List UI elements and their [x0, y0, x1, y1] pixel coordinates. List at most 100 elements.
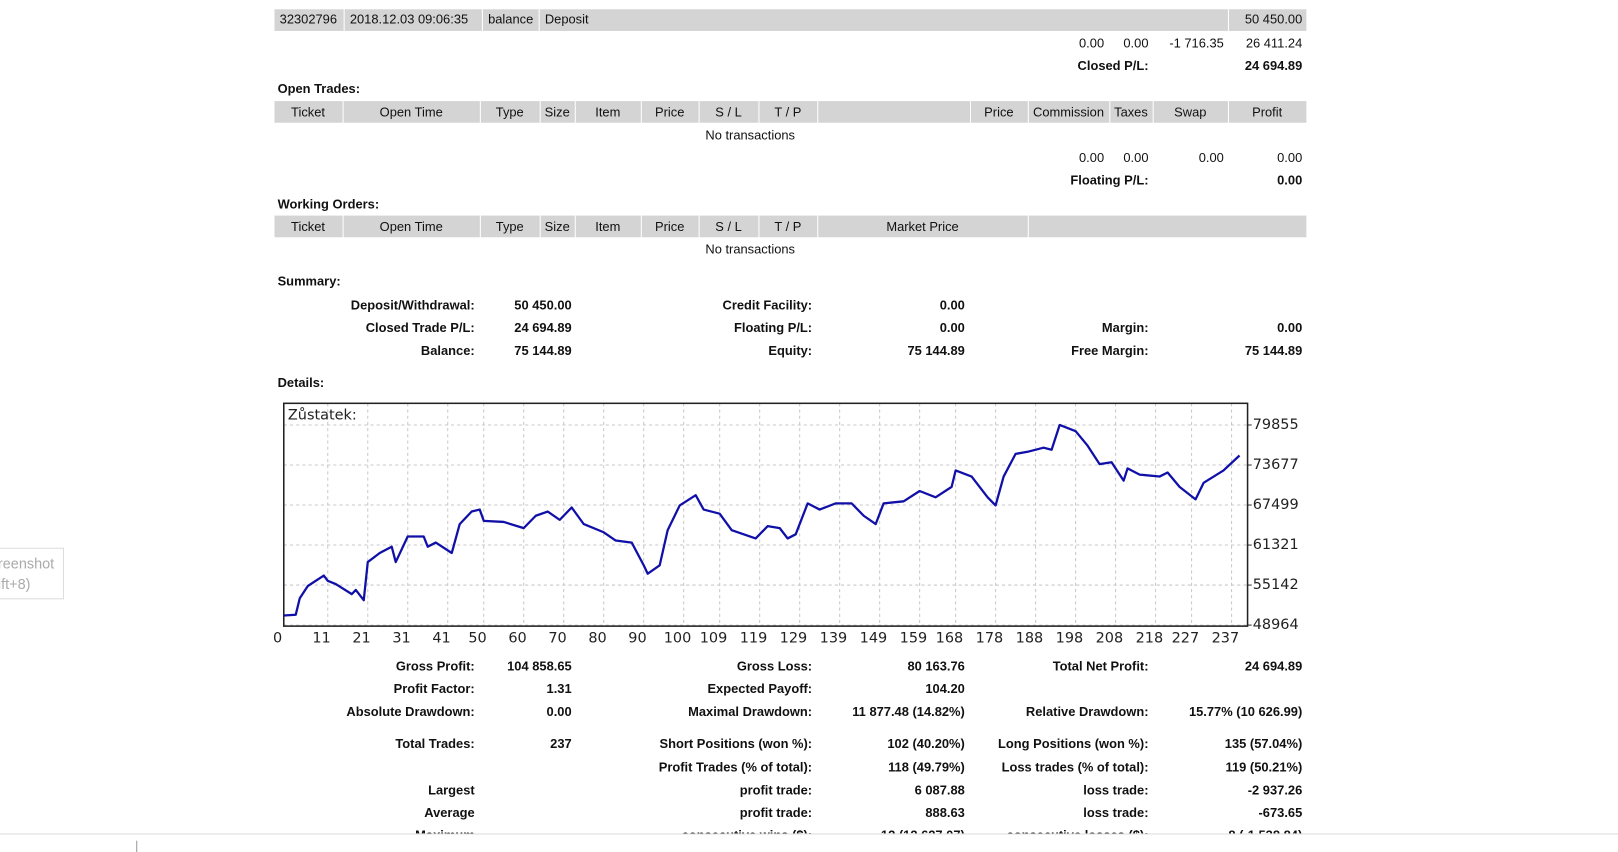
- header-cell: [344, 9, 482, 31]
- header-cell: [1028, 215, 1307, 238]
- header-cell: [274, 215, 343, 238]
- summary-value: 50 450.00: [514, 298, 572, 313]
- stat-cell: Expected Payoff:: [707, 681, 813, 697]
- x-tick-label: 109: [700, 631, 728, 647]
- header-cell: [699, 215, 759, 238]
- column-header: Item: [595, 105, 621, 120]
- column-header: Open Time: [379, 105, 443, 120]
- x-tick-label: 11: [312, 631, 330, 647]
- stat-cell: Maximal Drawdown:: [688, 704, 813, 719]
- stat-cell: loss trade:: [1083, 805, 1149, 821]
- stat-cell: profit trade:: [739, 805, 813, 821]
- x-tick-label: 90: [628, 631, 646, 647]
- column-header: Open Time: [379, 219, 443, 235]
- header-cell: [1028, 101, 1110, 123]
- column-header: Commission: [1033, 105, 1105, 120]
- stat-cell: Largest: [428, 782, 475, 798]
- x-tick-label: 21: [352, 631, 370, 647]
- x-tick-label: 159: [900, 631, 928, 647]
- stat-cell: Total Net Profit:: [1052, 659, 1149, 674]
- stat-cell: 888.63: [925, 805, 965, 821]
- open-total: 0.00: [1277, 150, 1303, 166]
- summary-value: 75 144.89: [1244, 343, 1303, 358]
- header-cell: [699, 101, 759, 123]
- stat-cell: Absolute Drawdown:: [346, 704, 475, 719]
- sidebar-hint: [0, 547, 64, 600]
- column-header: Price: [655, 105, 685, 120]
- column-header: Price: [984, 105, 1014, 120]
- summary-value: 75 144.89: [907, 343, 965, 358]
- stat-cell: 237: [550, 736, 572, 751]
- stat-cell: 0.00: [546, 704, 572, 719]
- stat-cell: 15.77% (10 626.99): [1188, 704, 1303, 719]
- bottom-bar: [0, 833, 1618, 852]
- summary-label: Closed Trade P/L:: [365, 320, 475, 336]
- empty-message: No transactions: [705, 242, 796, 257]
- x-tick-label: 149: [860, 631, 888, 647]
- column-header: Profit: [1252, 105, 1283, 120]
- x-tick-label: 119: [740, 631, 768, 647]
- stat-cell: 102 (40.20%): [887, 736, 965, 751]
- header-cell: [539, 9, 1228, 31]
- x-tick-label: 70: [548, 631, 566, 647]
- stat-cell: Gross Loss:: [736, 659, 813, 674]
- closed-total: -1 716.35: [1169, 36, 1224, 51]
- header-cell: [343, 101, 480, 123]
- column-header: Ticket: [291, 219, 325, 235]
- y-tick-label: 55142: [1253, 577, 1299, 593]
- header-cell: [1110, 101, 1153, 123]
- stat-cell: -2 937.26: [1247, 782, 1303, 798]
- column-header: T / P: [774, 219, 802, 235]
- header-cell: [759, 215, 818, 238]
- closed-total: 0.00: [1079, 36, 1105, 51]
- header-cell: [818, 215, 1028, 238]
- header-cell: [759, 101, 818, 123]
- deposit-cell: Deposit: [544, 12, 589, 27]
- section-title: Working Orders:: [277, 197, 380, 212]
- stat-cell: 104 858.65: [507, 659, 572, 674]
- balance-line: [283, 423, 1241, 617]
- header-cell: [480, 101, 540, 123]
- summary-value: 0.00: [939, 320, 965, 336]
- header-cell: [1228, 101, 1307, 123]
- header-cell: [343, 215, 480, 238]
- x-tick-label: 139: [820, 631, 848, 647]
- stat-cell: Relative Drawdown:: [1025, 704, 1149, 719]
- x-tick-label: 41: [432, 631, 450, 647]
- column-header: Size: [544, 219, 570, 235]
- x-tick-label: 237: [1212, 631, 1240, 647]
- y-tick-label: 48964: [1253, 617, 1299, 633]
- deposit-cell: 2018.12.03 09:06:35: [349, 12, 469, 27]
- header-cell: [575, 101, 641, 123]
- stat-cell: 118 (49.79%): [888, 760, 965, 775]
- x-tick-label: 188: [1016, 631, 1044, 647]
- section-title: Details:: [277, 375, 325, 390]
- x-tick-label: 80: [588, 631, 606, 647]
- stat-cell: loss trade:: [1083, 782, 1149, 798]
- header-cell: [274, 101, 343, 123]
- x-tick-label: 168: [936, 631, 964, 647]
- summary-label: Balance:: [420, 343, 475, 358]
- x-tick-label: 129: [780, 631, 808, 647]
- stat-cell: 6 087.88: [914, 782, 965, 798]
- summary-value: 24 694.89: [514, 320, 572, 336]
- column-header: Price: [655, 219, 685, 235]
- column-header: Market Price: [886, 219, 959, 235]
- stat-cell: 119 (50.21%): [1225, 760, 1303, 775]
- stat-cell: Profit Trades (% of total):: [658, 760, 813, 775]
- header-cell: [971, 101, 1028, 123]
- column-header: Type: [495, 105, 524, 120]
- y-tick-label: 67499: [1253, 497, 1299, 513]
- header-cell: [540, 215, 575, 238]
- floating-pl-label: Floating P/L:: [1070, 173, 1149, 188]
- summary-label: Free Margin:: [1071, 343, 1149, 358]
- column-header: S / L: [715, 105, 742, 120]
- open-total: 0.00: [1079, 150, 1105, 166]
- stat-cell: Long Positions (won %):: [998, 736, 1149, 751]
- stat-cell: Short Positions (won %):: [659, 736, 813, 751]
- stat-cell: 24 694.89: [1244, 659, 1303, 674]
- sidebar-hint-text: reenshot: [0, 554, 55, 572]
- column-header: Ticket: [291, 105, 325, 120]
